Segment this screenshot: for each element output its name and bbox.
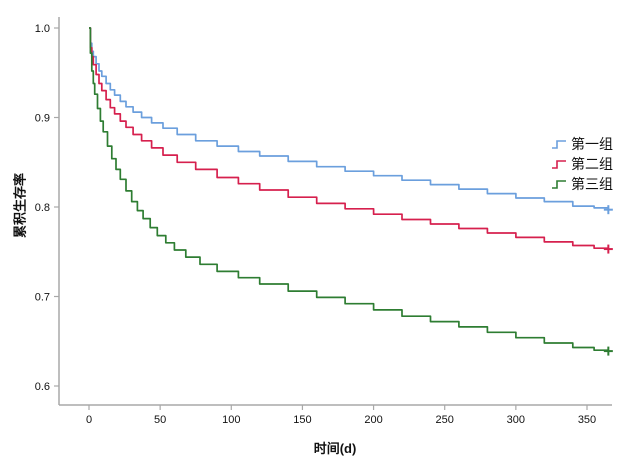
y-tick-label: 1.0 bbox=[35, 23, 50, 35]
x-tick-label: 350 bbox=[578, 414, 596, 426]
step-line-icon bbox=[552, 140, 566, 149]
survival-curve-1 bbox=[89, 27, 610, 210]
legend-label: 第三组 bbox=[571, 176, 613, 192]
x-tick-label: 0 bbox=[86, 414, 92, 426]
x-tick-label: 250 bbox=[436, 414, 454, 426]
x-axis-title: 时间(d) bbox=[313, 441, 357, 456]
x-tick-label: 200 bbox=[364, 414, 382, 426]
y-tick-label: 0.8 bbox=[35, 202, 50, 214]
y-tick-label: 0.9 bbox=[35, 113, 50, 125]
x-tick-label: 50 bbox=[154, 414, 166, 426]
legend-item-group3: 第三组 bbox=[551, 174, 613, 194]
y-axis-title: 累积生存率 bbox=[12, 173, 28, 239]
y-tick-label: 0.7 bbox=[35, 292, 50, 304]
y-tick-label: 0.6 bbox=[35, 381, 50, 393]
legend-label: 第一组 bbox=[571, 136, 613, 152]
step-line-icon bbox=[552, 180, 566, 189]
x-tick-label: 300 bbox=[507, 414, 525, 426]
legend-item-group1: 第一组 bbox=[551, 134, 613, 154]
legend-label: 第二组 bbox=[571, 156, 613, 172]
x-tick-label: 100 bbox=[222, 414, 240, 426]
x-tick-label: 150 bbox=[293, 414, 311, 426]
survival-curve-2 bbox=[89, 27, 610, 250]
legend-item-group2: 第二组 bbox=[551, 154, 613, 174]
survival-curve-3 bbox=[89, 27, 610, 352]
step-line-icon bbox=[552, 160, 566, 169]
legend: 第一组 第二组 第三组 bbox=[551, 134, 613, 194]
